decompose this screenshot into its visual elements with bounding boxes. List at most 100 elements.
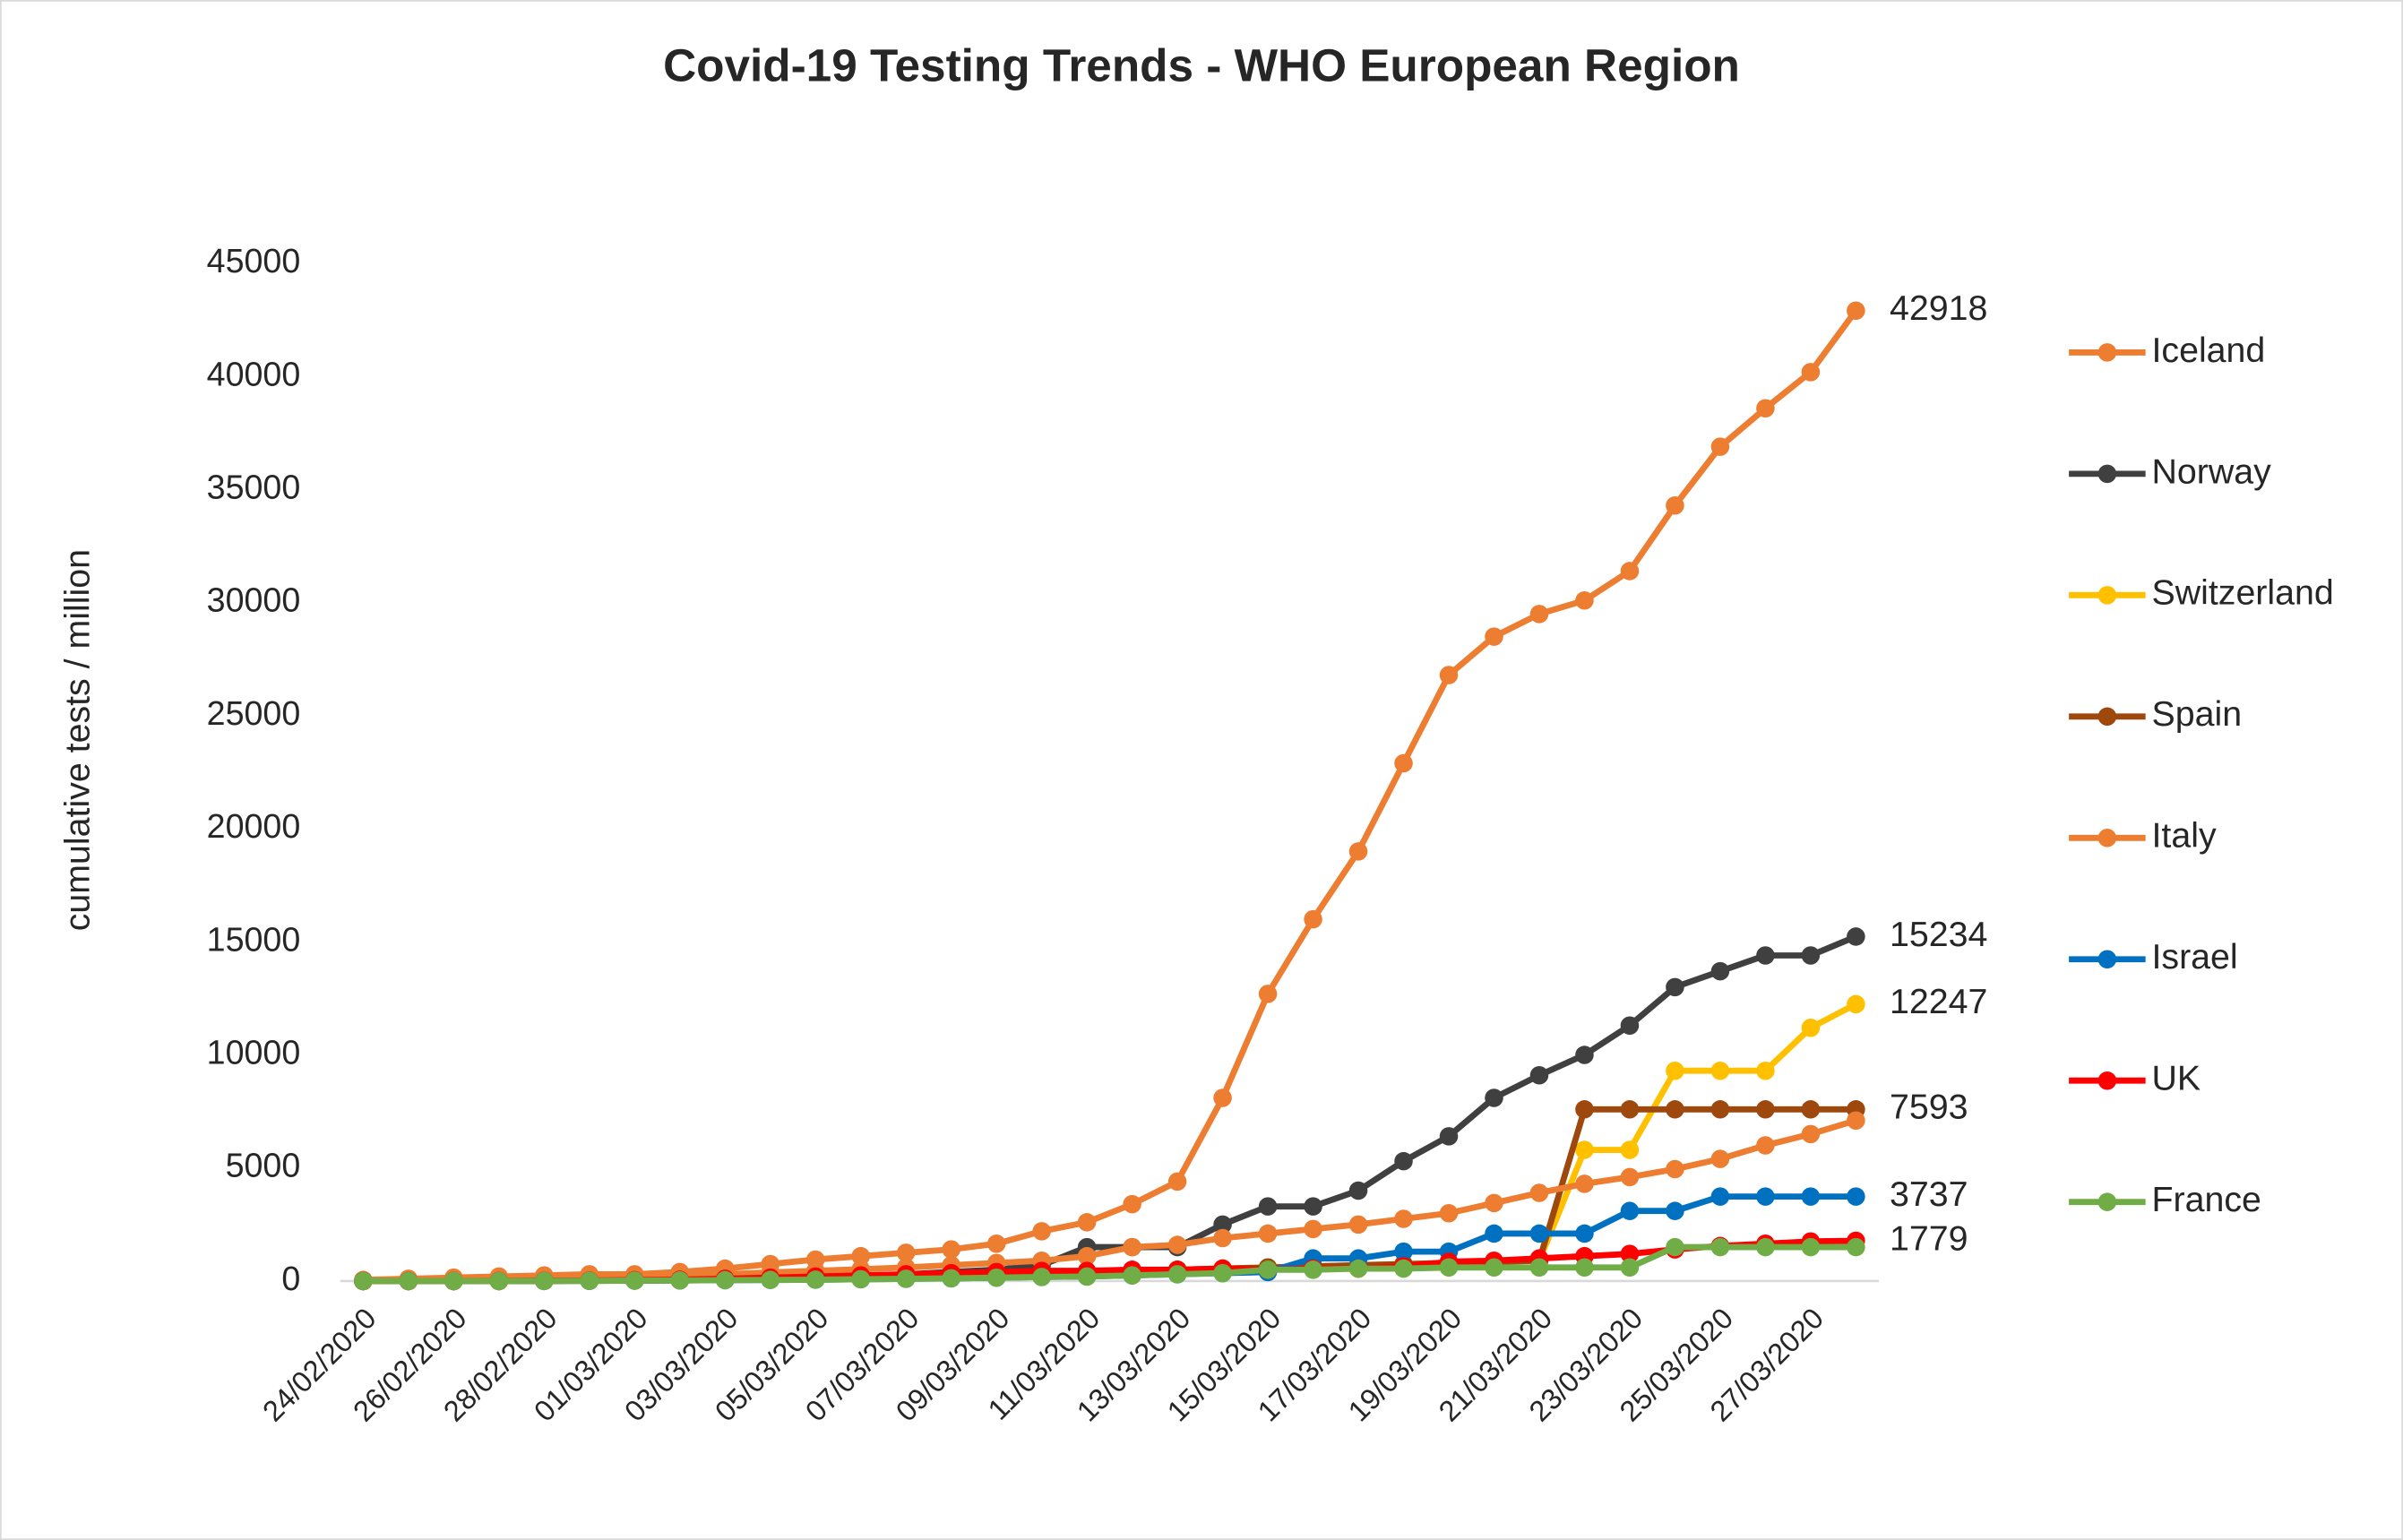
data-point bbox=[1348, 1215, 1368, 1235]
data-point bbox=[1801, 946, 1821, 965]
data-point bbox=[1666, 1201, 1684, 1220]
data-point bbox=[1258, 985, 1278, 1003]
data-point bbox=[1394, 1259, 1413, 1278]
y-tick-label: 40000 bbox=[207, 355, 301, 392]
legend-marker bbox=[2097, 707, 2117, 727]
data-label: 1779 bbox=[1890, 1218, 1968, 1258]
data-point bbox=[1529, 1258, 1549, 1278]
data-point bbox=[1847, 1111, 1865, 1131]
data-point bbox=[670, 1270, 690, 1290]
data-point bbox=[1394, 1242, 1413, 1261]
data-point bbox=[1575, 1258, 1594, 1278]
data-point bbox=[1439, 1127, 1459, 1146]
legend-item: UK bbox=[2069, 1059, 2201, 1098]
data-point bbox=[1529, 1224, 1549, 1243]
legend-label: Israel bbox=[2151, 937, 2237, 976]
data-point bbox=[1756, 399, 1775, 417]
data-point bbox=[1077, 1246, 1097, 1266]
data-point bbox=[896, 1243, 916, 1262]
data-point bbox=[1394, 1209, 1413, 1228]
legend-marker bbox=[2097, 586, 2117, 605]
legend-label: France bbox=[2151, 1180, 2261, 1219]
data-point bbox=[1575, 1224, 1594, 1243]
data-point bbox=[1575, 1140, 1594, 1159]
data-point bbox=[1304, 909, 1322, 929]
y-tick-label: 0 bbox=[281, 1260, 300, 1297]
y-tick-label: 30000 bbox=[207, 581, 301, 619]
data-point bbox=[1439, 1258, 1459, 1278]
data-point bbox=[1710, 1100, 1730, 1119]
legend-item: Italy bbox=[2069, 816, 2217, 856]
data-point bbox=[1529, 1183, 1549, 1202]
data-point bbox=[1485, 627, 1503, 646]
data-point bbox=[1666, 1237, 1684, 1257]
data-point bbox=[1666, 1061, 1684, 1080]
data-point bbox=[489, 1271, 509, 1291]
data-point bbox=[1756, 1187, 1775, 1206]
data-point bbox=[1666, 1159, 1684, 1179]
data-point bbox=[1575, 1100, 1594, 1119]
data-point bbox=[1213, 1215, 1232, 1235]
data-point bbox=[1348, 1181, 1368, 1200]
data-point bbox=[1756, 1061, 1775, 1080]
data-point bbox=[1575, 1045, 1594, 1064]
data-point bbox=[1620, 1244, 1640, 1263]
data-point bbox=[625, 1271, 644, 1290]
data-point bbox=[1847, 994, 1865, 1014]
legend-label: Iceland bbox=[2151, 331, 2265, 370]
data-point bbox=[761, 1270, 780, 1289]
legend-label: Spain bbox=[2151, 694, 2242, 734]
data-point bbox=[1620, 1167, 1640, 1187]
y-tick-label: 25000 bbox=[207, 694, 301, 732]
data-point bbox=[1756, 1100, 1775, 1119]
y-tick-label: 5000 bbox=[226, 1147, 301, 1184]
data-point bbox=[1620, 1100, 1640, 1119]
data-point bbox=[1801, 363, 1821, 382]
data-point bbox=[1258, 1197, 1278, 1216]
legend-marker bbox=[2097, 464, 2117, 484]
data-point bbox=[1801, 1124, 1821, 1144]
legend-marker bbox=[2097, 1071, 2117, 1090]
data-label: 42918 bbox=[1890, 288, 1987, 328]
data-point bbox=[1394, 1151, 1413, 1171]
data-point bbox=[1485, 1193, 1503, 1213]
data-point bbox=[1801, 1100, 1821, 1119]
data-point bbox=[1213, 1088, 1232, 1107]
data-point bbox=[1439, 666, 1459, 684]
data-point bbox=[1666, 495, 1684, 515]
data-point bbox=[1167, 1265, 1187, 1284]
data-point bbox=[1847, 927, 1865, 946]
legend-marker bbox=[2097, 950, 2117, 969]
data-point bbox=[1710, 1237, 1730, 1257]
data-point bbox=[1394, 753, 1413, 773]
legend-label: Norway bbox=[2151, 452, 2271, 491]
data-point bbox=[1756, 1237, 1775, 1257]
data-point bbox=[851, 1246, 870, 1266]
data-label: 7593 bbox=[1890, 1088, 1968, 1127]
data-label: 3737 bbox=[1890, 1174, 1968, 1214]
series-line bbox=[363, 308, 1859, 1284]
data-point bbox=[1258, 1260, 1278, 1279]
series bbox=[354, 1237, 1865, 1291]
data-point bbox=[1258, 1224, 1278, 1243]
data-point bbox=[942, 1269, 960, 1288]
data-point bbox=[1847, 301, 1865, 321]
legend-item: Iceland bbox=[2069, 331, 2265, 370]
data-point bbox=[1304, 1260, 1322, 1279]
data-point bbox=[896, 1269, 916, 1288]
legend-label: Italy bbox=[2151, 816, 2216, 856]
data-point bbox=[1167, 1235, 1187, 1254]
data-point bbox=[1575, 590, 1594, 610]
data-point bbox=[851, 1269, 870, 1289]
data-point bbox=[1348, 1259, 1368, 1278]
data-point bbox=[580, 1271, 599, 1290]
data-point bbox=[805, 1270, 825, 1289]
data-point bbox=[1529, 1066, 1549, 1085]
data-point bbox=[535, 1271, 554, 1291]
data-point bbox=[1620, 1016, 1640, 1036]
data-point bbox=[1304, 1219, 1322, 1239]
legend-marker bbox=[2097, 343, 2117, 362]
series-line bbox=[363, 1243, 1856, 1285]
data-point bbox=[1756, 1136, 1775, 1155]
data-point bbox=[399, 1271, 418, 1291]
